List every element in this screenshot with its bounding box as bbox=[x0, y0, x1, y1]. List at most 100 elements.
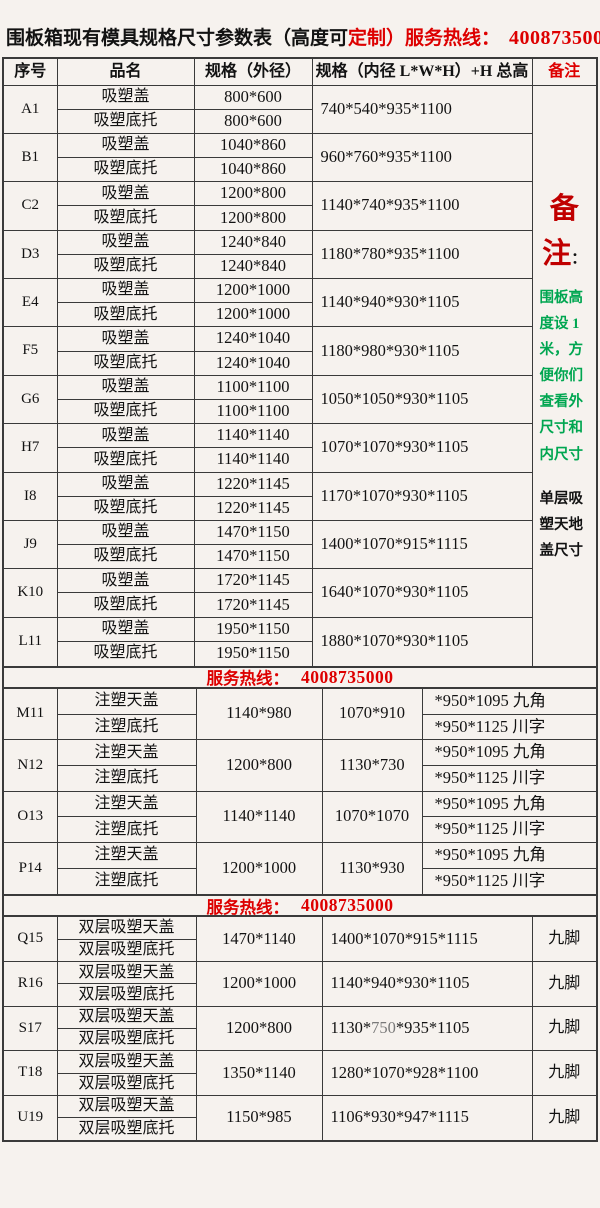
foot-type-cell: 九脚 bbox=[531, 916, 597, 963]
outer-spec-cell: 1040*860 bbox=[193, 132, 313, 159]
serial-cell: S17 bbox=[3, 1005, 58, 1052]
table-row: 吸塑底托 1950*1150 bbox=[4, 640, 596, 667]
remarks-green-note: 围板高 度设 1 米，方 便你们 查看外 尺寸和 内尺寸 bbox=[539, 289, 584, 463]
inner-spec-cell: 1400*1070*915*1115 bbox=[321, 916, 533, 963]
table-row: 吸塑底托 1140*1140 bbox=[4, 447, 596, 473]
serial-cell: G6 bbox=[3, 374, 58, 425]
hotline-label: 服务热线： bbox=[206, 669, 290, 688]
foot-type-cell: 九脚 bbox=[531, 1094, 597, 1141]
outer-spec-cell: 1720*1145 bbox=[193, 568, 313, 594]
product-name-cell: 吸塑盖 bbox=[56, 277, 195, 304]
outer-spec-cell: 1200*1000 bbox=[195, 842, 323, 895]
col-header-inner-spec: 规格（内径 L*W*H）+H 总高 bbox=[311, 58, 533, 86]
table-row: 双层吸塑底托 bbox=[4, 1072, 596, 1096]
outer-spec-cell: 1950*1150 bbox=[193, 640, 313, 667]
table-row: K10 吸塑盖 1720*1145 1640*1070*930*1105 bbox=[3, 568, 596, 618]
table-row: 吸塑底托 1200*1000 bbox=[4, 302, 596, 328]
col-header-serial: 序号 bbox=[3, 58, 58, 86]
table-row: G6 吸塑盖 1100*1100 1050*1050*930*1105 bbox=[3, 374, 596, 425]
table-middle-section: M11 注塑天盖 1140*980 1070*910 *950*1095 九角 … bbox=[3, 687, 597, 895]
foot-type-cell: 九脚 bbox=[531, 1050, 597, 1096]
table-row: F5 吸塑盖 1240*1040 1180*980*930*1105 bbox=[3, 326, 596, 376]
table-row: 吸塑底托 1220*1145 bbox=[4, 495, 596, 521]
outer-spec-cell: 1240*840 bbox=[193, 229, 313, 255]
outer-spec-cell: 1470*1150 bbox=[193, 544, 313, 570]
serial-cell: O13 bbox=[3, 790, 58, 844]
product-name-cell: 双层吸塑底托 bbox=[56, 938, 197, 963]
pallet-note-cell: *950*1095 九角 bbox=[421, 790, 597, 818]
table-row: 注塑底托 *950*1125 川字 bbox=[4, 765, 597, 792]
inner-spec-cell: 1180*780*935*1100 bbox=[311, 229, 533, 280]
product-name-cell: 吸塑底托 bbox=[56, 302, 195, 328]
pallet-note-cell: *950*1125 川字 bbox=[421, 765, 597, 792]
hotline-label: 服务热线： bbox=[206, 897, 290, 917]
table-row: 双层吸塑底托 bbox=[4, 1117, 596, 1141]
serial-cell: N12 bbox=[3, 739, 58, 792]
inner-spec-cell: 1880*1070*930*1105 bbox=[311, 616, 533, 667]
pallet-note-cell: *950*1095 九角 bbox=[421, 842, 597, 869]
product-name-cell: 吸塑盖 bbox=[56, 84, 195, 110]
product-name-cell: 吸塑盖 bbox=[56, 616, 195, 642]
outer-spec-cell: 1140*1140 bbox=[195, 790, 323, 844]
product-name-cell: 吸塑盖 bbox=[56, 229, 195, 255]
remarks-heading: 备 注： bbox=[542, 193, 587, 271]
outer-spec-cell: 1040*860 bbox=[193, 157, 313, 183]
pallet-note-cell: *950*1125 川字 bbox=[421, 867, 597, 895]
table-row: 吸塑底托 1200*800 bbox=[4, 205, 596, 231]
product-name-cell: 吸塑底托 bbox=[56, 157, 195, 183]
product-name-cell: 注塑天盖 bbox=[56, 739, 197, 767]
serial-cell: L11 bbox=[3, 616, 58, 667]
hotline-number: 4008735000 bbox=[301, 666, 394, 687]
table-row: 注塑底托 *950*1125 川字 bbox=[4, 867, 597, 895]
col-header-remarks: 备注 bbox=[531, 58, 597, 86]
inner-spec-cell: 1140*940*930*1105 bbox=[321, 961, 533, 1007]
product-name-cell: 双层吸塑天盖 bbox=[56, 1050, 197, 1074]
outer-spec-cell: 1720*1145 bbox=[193, 592, 313, 618]
inner-spec-cell: 1140*740*935*1100 bbox=[311, 181, 533, 231]
serial-cell: R16 bbox=[3, 961, 58, 1007]
product-name-cell: 双层吸塑底托 bbox=[56, 1027, 197, 1052]
col-header-outer-spec: 规格（外径） bbox=[193, 58, 313, 86]
product-name-cell: 吸塑底托 bbox=[56, 447, 195, 473]
serial-cell: H7 bbox=[3, 423, 58, 473]
inner-spec-cell: 1070*1070 bbox=[321, 790, 423, 844]
doc-title-text: 围板箱现有模具规格尺寸参数表（高度可 bbox=[6, 28, 349, 49]
product-name-cell: 注塑天盖 bbox=[56, 842, 197, 869]
table-row: 吸塑底托 1470*1150 bbox=[4, 544, 596, 570]
serial-cell: K10 bbox=[3, 568, 58, 618]
outer-spec-cell: 1100*1100 bbox=[193, 398, 313, 425]
outer-spec-cell: 1240*1040 bbox=[193, 350, 313, 376]
outer-spec-cell: 1350*1140 bbox=[195, 1050, 323, 1096]
table-row: 吸塑底托 1720*1145 bbox=[4, 592, 596, 618]
inner-spec-cell: 1180*980*930*1105 bbox=[311, 326, 533, 376]
serial-cell: A1 bbox=[3, 84, 58, 134]
table-row: C2 吸塑盖 1200*800 1140*740*935*1100 bbox=[3, 181, 596, 231]
outer-spec-cell: 1470*1140 bbox=[195, 916, 323, 963]
pallet-note-cell: *950*1125 川字 bbox=[421, 713, 597, 741]
hotline-number: 4008735000 bbox=[301, 895, 394, 915]
product-name-cell: 双层吸塑底托 bbox=[56, 983, 197, 1007]
remarks-colon: ： bbox=[571, 251, 587, 268]
outer-spec-cell: 1200*1000 bbox=[193, 277, 313, 304]
inner-spec-cell: 1070*910 bbox=[321, 687, 423, 741]
outer-spec-cell: 1950*1150 bbox=[193, 616, 313, 642]
table-row: O13 注塑天盖 1140*1140 1070*1070 *950*1095 九… bbox=[3, 790, 597, 844]
table-row: U19 双层吸塑天盖 1150*985 1106*930*947*1115 九脚 bbox=[3, 1094, 597, 1141]
table-row: 吸塑底托 1240*1040 bbox=[4, 350, 596, 376]
product-name-cell: 注塑底托 bbox=[56, 713, 197, 741]
header-row: 序号 品名 规格（外径） 规格（内径 L*W*H）+H 总高 备注 bbox=[3, 58, 597, 86]
outer-spec-cell: 1100*1100 bbox=[193, 374, 313, 400]
serial-cell: U19 bbox=[3, 1094, 58, 1141]
outer-spec-cell: 1200*1000 bbox=[193, 302, 313, 328]
outer-spec-cell: 1470*1150 bbox=[193, 519, 313, 546]
table-row: 吸塑底托 1240*840 bbox=[4, 253, 596, 280]
table-row: 注塑底托 *950*1125 川字 bbox=[4, 816, 597, 844]
hotline-banner-1: 服务热线： 4008735000 bbox=[4, 665, 596, 689]
serial-cell: P14 bbox=[3, 842, 58, 895]
product-name-cell: 吸塑底托 bbox=[56, 544, 195, 570]
outer-spec-cell: 1240*1040 bbox=[193, 326, 313, 352]
serial-cell: M11 bbox=[3, 687, 58, 741]
product-name-cell: 吸塑盖 bbox=[56, 181, 195, 207]
hotline-banner-2: 服务热线： 4008735000 bbox=[4, 894, 596, 917]
table-row: 吸塑底托 1100*1100 bbox=[4, 398, 596, 425]
